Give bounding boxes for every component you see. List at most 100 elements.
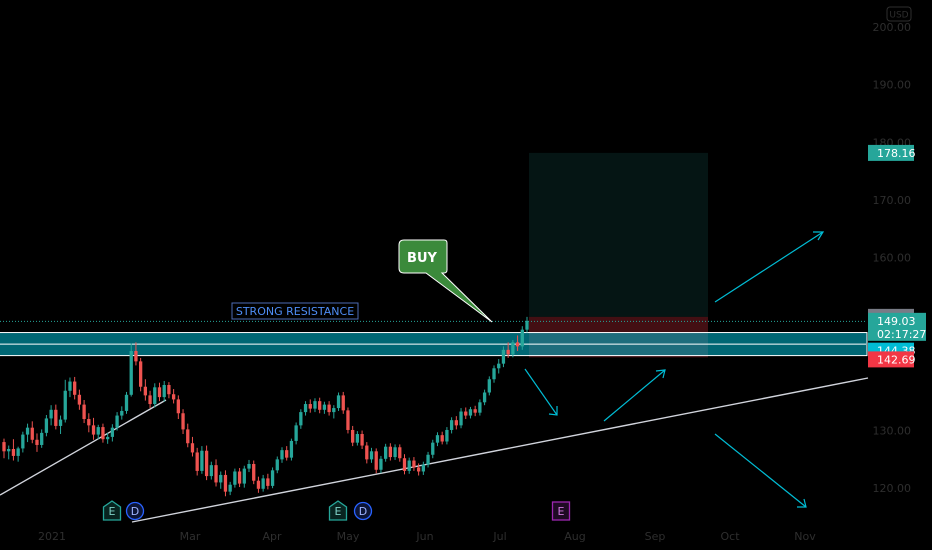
candle-body [365, 445, 369, 460]
candle-body [148, 395, 152, 405]
candle [468, 406, 473, 419]
candle [129, 343, 133, 397]
candle-body [327, 404, 331, 413]
candle-body [82, 404, 86, 420]
candle [454, 416, 458, 430]
time-tick-label: 2021 [38, 530, 66, 543]
candle [101, 423, 105, 443]
resistance-label-box[interactable]: STRONG RESISTANCE [231, 302, 359, 320]
candle [435, 432, 440, 447]
candle [388, 443, 393, 461]
price-tick-label: 160.00 [873, 252, 912, 265]
earnings-marker[interactable]: E [102, 500, 122, 521]
candle-body [153, 387, 157, 405]
candle-body [346, 410, 350, 430]
candle [346, 407, 350, 434]
price-tick-label: 130.00 [873, 425, 912, 438]
candle-body [398, 447, 402, 459]
candle [351, 425, 355, 447]
time-tick-label: Jun [415, 530, 433, 543]
currency-badge[interactable]: USD [886, 6, 912, 22]
price-badge-value: 178.16 [877, 147, 916, 160]
candle [115, 412, 119, 431]
earnings-upcoming-marker[interactable]: E [551, 501, 571, 521]
candle-body [303, 404, 308, 413]
candles [2, 316, 529, 497]
price-tick-label: 190.00 [873, 79, 912, 92]
candle-body [412, 460, 416, 468]
candle-body [336, 395, 341, 409]
candle-body [237, 471, 242, 484]
price-tick-label: 200.00 [873, 21, 912, 34]
candle [440, 431, 444, 445]
candle-body [374, 451, 378, 470]
candle [186, 423, 190, 448]
candle-body [40, 432, 44, 445]
candle [44, 414, 49, 437]
candle [143, 379, 148, 401]
candle-body [58, 419, 63, 426]
candle [341, 391, 345, 414]
candle [153, 383, 157, 408]
candle [242, 465, 246, 488]
currency-label: USD [889, 11, 908, 21]
early-trendline[interactable] [0, 399, 167, 496]
candle-body [360, 434, 364, 446]
earnings-marker[interactable]: E [328, 500, 348, 521]
candle-body [482, 392, 487, 403]
price-badge-countdown: 02:17:27 [877, 328, 926, 341]
candle [181, 409, 185, 435]
arrow-down-right-1 [524, 368, 558, 416]
time-tick-label: Apr [262, 530, 282, 543]
candle [21, 431, 25, 453]
candle-body [478, 402, 482, 413]
event-marker-label: E [558, 505, 565, 518]
candle [303, 401, 308, 416]
candle-body [44, 418, 49, 433]
candle-body [492, 368, 496, 380]
candle-body [497, 363, 501, 369]
candle-body [341, 395, 345, 411]
support-trendline[interactable] [131, 377, 869, 523]
candle-body [285, 450, 289, 458]
target-zone[interactable] [529, 152, 708, 317]
candle [270, 467, 275, 489]
candle-body [101, 427, 105, 440]
candle [157, 382, 162, 402]
projection-arrows [524, 231, 825, 508]
buy-callout[interactable]: BUY [398, 239, 493, 323]
candle-body [318, 401, 322, 410]
candle-body [35, 439, 39, 445]
candle-body [106, 436, 110, 440]
candle-body [63, 390, 67, 420]
time-axis[interactable]: 2021 Mar Apr May Jun Jul Aug Sep Oct Nov [38, 530, 816, 543]
dividend-marker[interactable]: D [125, 501, 145, 521]
candle-body [138, 361, 143, 387]
candle-body [383, 446, 388, 459]
candle-body [120, 410, 124, 416]
candle [379, 455, 383, 474]
candle-body [186, 429, 190, 444]
candle [398, 444, 402, 462]
candle [214, 459, 218, 487]
candle-body [209, 465, 213, 477]
candle [233, 468, 237, 488]
candle [204, 445, 209, 481]
dividend-marker[interactable]: D [353, 501, 373, 521]
candle-body [167, 385, 171, 395]
candle-body [176, 399, 180, 414]
time-tick-label: Nov [794, 530, 816, 543]
candle-body [181, 413, 185, 430]
candle [431, 439, 435, 459]
candle [445, 427, 449, 445]
candle [73, 376, 77, 400]
candle-body [73, 381, 77, 395]
candle [497, 359, 501, 374]
candle [322, 401, 327, 414]
candle [421, 461, 425, 475]
candle-body [393, 447, 397, 458]
candle-body [195, 452, 199, 471]
